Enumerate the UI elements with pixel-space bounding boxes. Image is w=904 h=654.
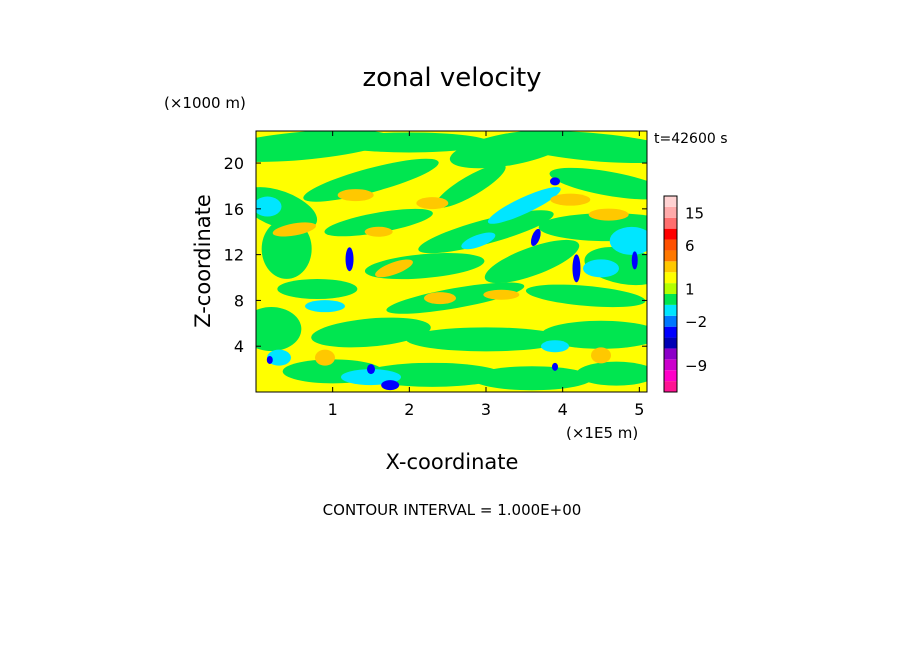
time-label: t=42600 s — [654, 131, 728, 147]
region-slightly-negative — [541, 340, 569, 353]
contour-field — [256, 131, 647, 392]
y-axis-unit: (×1000 m) — [164, 94, 246, 112]
region-positive — [364, 226, 393, 237]
region-negative-core — [381, 380, 400, 391]
colorbar-tick-label: 6 — [685, 237, 695, 255]
region-positive — [416, 197, 449, 210]
x-tick-label: 2 — [404, 400, 414, 419]
contour-interval-label: CONTOUR INTERVAL = 1.000E+00 — [323, 501, 582, 519]
region-slightly-negative — [461, 232, 496, 250]
region-positive — [375, 259, 413, 278]
x-axis: 1 2 3 4 5 — [328, 131, 644, 419]
y-tick-label: 8 — [234, 291, 244, 310]
region-near-zero — [256, 307, 302, 352]
colorbar-segment — [664, 196, 677, 207]
x-tick-label: 5 — [634, 400, 644, 419]
region-near-zero — [277, 278, 358, 299]
region-negative-core — [631, 251, 638, 270]
region-positive — [591, 347, 611, 364]
region-near-zero — [418, 210, 554, 254]
region-positive — [272, 222, 317, 237]
region-slightly-negative — [305, 300, 345, 313]
region-positive — [550, 193, 591, 206]
colorbar-tick-label: −2 — [685, 313, 707, 331]
colorbar-segment — [664, 228, 677, 240]
region-negative-core — [345, 247, 354, 272]
y-axis-label: Z-coordinate — [191, 194, 215, 328]
colorbar-segment — [664, 381, 677, 392]
colorbar-segment — [664, 250, 677, 262]
colorbar-segment — [664, 294, 677, 305]
region-near-zero — [525, 284, 646, 308]
region-near-zero — [472, 366, 592, 391]
chart-title: zonal velocity — [362, 63, 541, 93]
colorbar-segment — [664, 272, 677, 284]
y-axis: 4 8 12 16 20 — [224, 154, 647, 356]
colorbar-frame — [663, 195, 678, 393]
colorbar-segment — [664, 348, 677, 360]
colorbar-segment — [664, 206, 677, 218]
colorbar-segment — [664, 326, 677, 338]
region-negative-core — [550, 177, 560, 186]
region-negative-core — [530, 228, 541, 247]
colorbar-segment — [664, 239, 677, 251]
colorbar-segment — [664, 370, 677, 382]
region-near-zero — [311, 317, 431, 348]
y-tick-label: 20 — [224, 154, 244, 173]
colorbar-segment — [664, 337, 677, 349]
colorbar-segment — [664, 283, 677, 294]
region-slightly-negative — [487, 187, 561, 224]
region-positive — [588, 208, 629, 221]
region-positive — [424, 292, 456, 305]
x-tick-label: 1 — [328, 400, 338, 419]
y-tick-label: 12 — [224, 246, 244, 265]
colorbar-segment — [664, 304, 677, 316]
y-tick-label: 4 — [234, 337, 244, 356]
colorbar-segment — [664, 359, 677, 371]
colorbar-segment — [664, 217, 677, 229]
colorbar-segment — [664, 315, 677, 327]
region-negative-core — [367, 364, 375, 375]
region-near-zero — [576, 361, 647, 386]
plot-frame — [255, 130, 648, 393]
region-near-zero — [406, 327, 566, 352]
y-tick-label: 16 — [224, 200, 244, 219]
colorbar-tick-label: 15 — [685, 204, 704, 222]
region-near-zero — [303, 158, 439, 202]
region-near-zero — [329, 132, 490, 153]
region-slightly-negative — [583, 259, 619, 278]
region-near-zero — [549, 167, 647, 200]
region-slightly-negative — [609, 226, 647, 255]
region-slightly-negative — [256, 196, 282, 217]
region-near-zero — [324, 208, 433, 237]
colorbar: 15 6 1 −2 −9 — [663, 195, 707, 393]
x-axis-unit: (×1E5 m) — [566, 424, 638, 442]
x-tick-label: 3 — [481, 400, 491, 419]
x-axis-label: X-coordinate — [386, 450, 519, 474]
region-positive — [337, 189, 374, 202]
region-negative-core — [266, 355, 273, 364]
colorbar-tick-label: 1 — [685, 281, 695, 299]
region-negative-core — [572, 254, 581, 283]
region-negative-core — [552, 362, 558, 371]
x-tick-label: 4 — [558, 400, 568, 419]
region-near-zero — [541, 320, 647, 349]
region-positive — [315, 349, 335, 366]
region-near-zero — [435, 164, 506, 208]
colorbar-tick-label: −9 — [685, 357, 707, 375]
field-regions — [256, 131, 647, 391]
region-positive — [483, 289, 520, 300]
region-near-zero — [484, 239, 580, 284]
region-slightly-negative — [267, 349, 291, 366]
region-near-zero — [503, 131, 647, 164]
colorbar-segment — [664, 261, 677, 273]
